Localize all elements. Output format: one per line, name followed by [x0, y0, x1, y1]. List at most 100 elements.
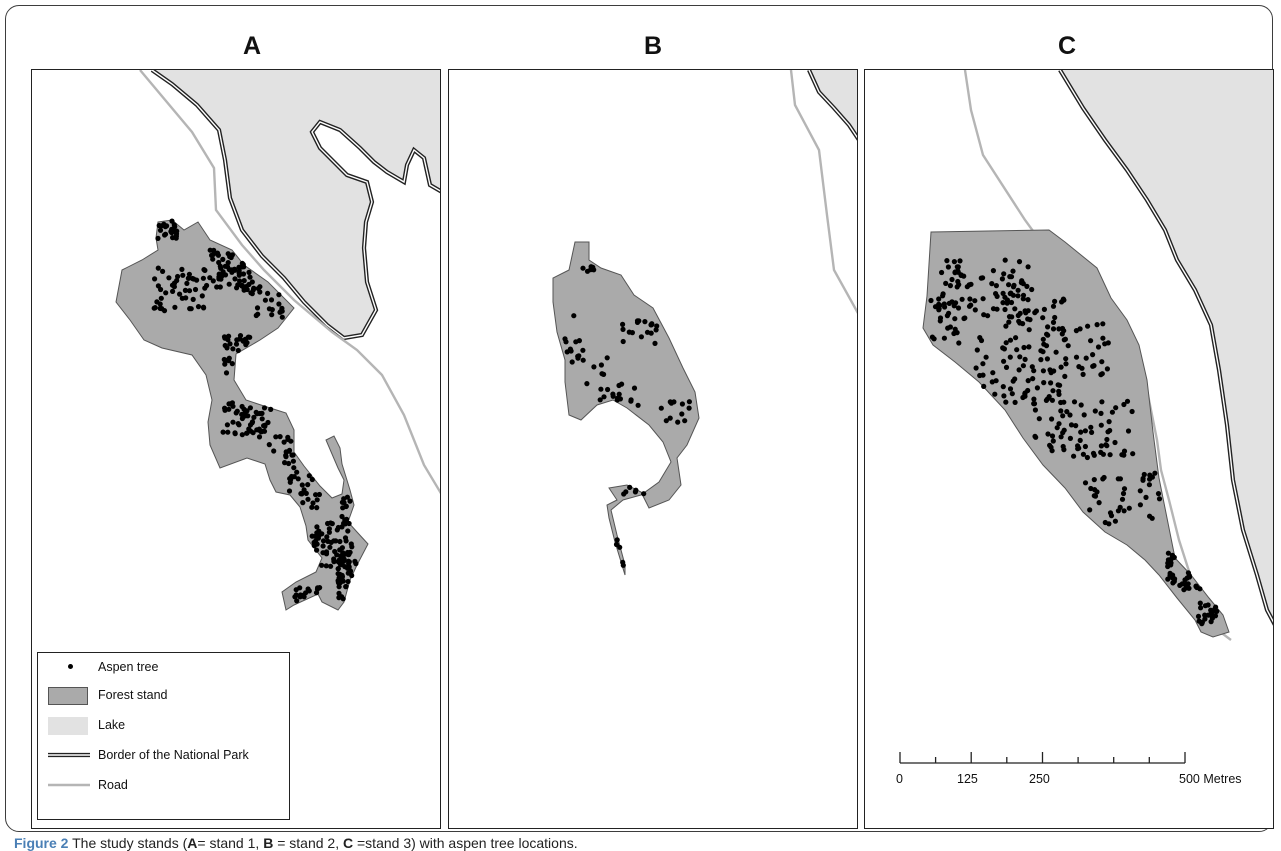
- aspen-tree-point: [1165, 576, 1171, 582]
- aspen-tree-point: [972, 307, 978, 313]
- aspen-tree-point: [1023, 310, 1029, 316]
- aspen-tree-point: [262, 422, 268, 428]
- aspen-tree-point: [190, 296, 196, 302]
- aspen-tree-point: [277, 434, 283, 440]
- aspen-tree-point: [638, 334, 644, 340]
- aspen-tree-point: [289, 473, 295, 480]
- aspen-tree-point: [1098, 410, 1104, 416]
- aspen-tree-point: [936, 301, 942, 307]
- road-a: [139, 70, 440, 494]
- lake-symbol: [48, 717, 88, 735]
- aspen-tree-point: [1001, 393, 1007, 399]
- aspen-tree-point: [256, 434, 263, 440]
- aspen-tree-point: [294, 598, 300, 604]
- aspen-tree-point: [1149, 474, 1155, 480]
- aspen-tree-point: [235, 347, 241, 354]
- aspen-tree-point: [233, 410, 239, 416]
- aspen-tree-point: [310, 500, 316, 506]
- aspen-tree-point: [990, 268, 996, 274]
- aspen-tree-point: [1112, 439, 1118, 446]
- aspen-tree-point: [223, 370, 230, 376]
- aspen-tree-point: [1058, 408, 1064, 414]
- aspen-tree-point: [1022, 356, 1028, 362]
- aspen-tree-point: [336, 575, 342, 581]
- aspen-tree-point: [1195, 613, 1202, 620]
- aspen-tree-point: [955, 305, 962, 311]
- aspen-tree-point: [152, 276, 158, 282]
- aspen-tree-point: [620, 562, 626, 568]
- aspen-tree-point: [1058, 434, 1064, 440]
- aspen-tree-point: [1060, 430, 1066, 436]
- aspen-tree-point: [1205, 602, 1211, 608]
- aspen-tree-point: [343, 538, 349, 544]
- aspen-tree-point: [981, 383, 987, 389]
- aspen-tree-point: [1025, 387, 1031, 394]
- aspen-tree-point: [335, 566, 341, 572]
- aspen-tree-point: [972, 298, 978, 304]
- aspen-tree-point: [189, 275, 196, 282]
- aspen-tree-point: [279, 305, 285, 311]
- aspen-tree-point: [1048, 380, 1054, 386]
- aspen-tree-point: [339, 513, 345, 520]
- aspen-tree-point: [169, 282, 176, 288]
- aspen-tree-point: [980, 361, 986, 367]
- aspen-tree-point: [1087, 507, 1093, 513]
- aspen-tree-point: [937, 318, 943, 324]
- aspen-tree-point: [1057, 382, 1063, 388]
- aspen-tree-point: [1045, 332, 1051, 338]
- aspen-tree-point: [1179, 581, 1185, 587]
- aspen-tree-point: [333, 538, 339, 544]
- aspen-tree-point: [313, 492, 319, 498]
- aspen-tree-point: [1061, 447, 1067, 453]
- aspen-tree-point: [1208, 619, 1214, 625]
- aspen-tree-point: [1038, 357, 1044, 363]
- aspen-tree-point: [563, 339, 569, 345]
- aspen-tree-point: [352, 558, 358, 564]
- aspen-tree-point: [1181, 587, 1187, 593]
- aspen-tree-point: [241, 287, 247, 293]
- aspen-tree-point: [1168, 562, 1174, 568]
- aspen-tree-point: [347, 498, 353, 504]
- aspen-tree-point: [237, 278, 243, 284]
- aspen-tree-point: [617, 544, 623, 550]
- aspen-tree-point: [172, 224, 178, 230]
- aspen-tree-point: [320, 538, 327, 544]
- aspen-tree-point: [227, 341, 233, 347]
- aspen-tree-point: [631, 385, 638, 391]
- aspen-tree-point: [966, 282, 972, 288]
- aspen-tree-point: [233, 341, 240, 347]
- aspen-tree-point: [1052, 314, 1058, 321]
- aspen-tree-point: [253, 312, 259, 319]
- aspen-tree-point: [1107, 452, 1113, 458]
- aspen-tree-point: [616, 391, 622, 397]
- aspen-tree-point: [1041, 306, 1047, 312]
- aspen-tree-point: [1124, 398, 1131, 404]
- aspen-tree-point: [327, 544, 333, 550]
- aspen-tree-point: [195, 304, 202, 310]
- aspen-tree-point: [580, 357, 586, 363]
- aspen-tree-point: [1020, 363, 1026, 369]
- map-panel-c: [864, 69, 1274, 829]
- legend-item-stand: Forest stand: [38, 685, 288, 707]
- aspen-tree-point: [288, 438, 294, 444]
- figure-label: Figure 2: [14, 835, 69, 851]
- aspen-tree-point: [290, 458, 296, 464]
- aspen-tree-point: [225, 429, 231, 435]
- aspen-tree-point: [201, 267, 207, 273]
- aspen-tree-point: [614, 537, 620, 543]
- aspen-tree-point: [261, 428, 268, 434]
- aspen-tree-point: [273, 434, 279, 440]
- aspen-tree-point: [1045, 324, 1051, 330]
- aspen-tree-point: [305, 482, 311, 488]
- aspen-tree-point: [276, 292, 282, 298]
- legend-item-border: Border of the National Park: [38, 745, 288, 767]
- aspen-tree-point: [1103, 442, 1109, 448]
- aspen-tree-point: [210, 278, 216, 284]
- aspen-tree-point: [1199, 619, 1205, 625]
- aspen-tree-point: [1121, 448, 1128, 454]
- aspen-tree-point: [311, 539, 317, 546]
- aspen-tree-point: [1026, 327, 1032, 333]
- aspen-tree-point: [1075, 443, 1081, 449]
- aspen-tree-point: [168, 228, 174, 235]
- aspen-tree-point: [1049, 448, 1055, 454]
